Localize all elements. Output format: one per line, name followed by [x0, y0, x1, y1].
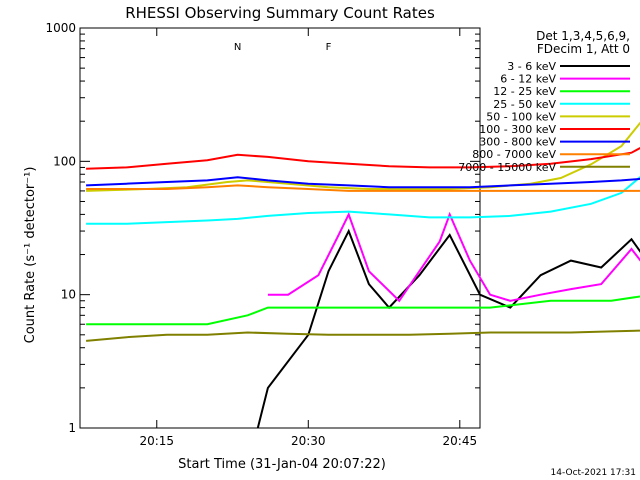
y-tick-label-0: 1 — [68, 421, 76, 435]
legend-header-decim: FDecim 1, Att 0 — [537, 42, 630, 56]
y-tick-label-1: 10 — [61, 288, 76, 302]
chart-title: RHESSI Observing Summary Count Rates — [125, 4, 435, 22]
legend-label-5: 100 - 300 keV — [479, 123, 556, 136]
plot-frame — [79, 27, 481, 429]
y-tick-label-2: 100 — [53, 154, 76, 168]
series-line-4 — [86, 121, 640, 192]
legend-label-6: 300 - 800 keV — [479, 136, 556, 149]
series-line-7 — [86, 184, 640, 192]
y-axis-label: Count Rate (s⁻¹ detector⁻¹) — [23, 167, 38, 344]
legend-header-detectors: Det 1,3,4,5,6,9, — [536, 29, 630, 43]
x-tick-label-1: 20:30 — [291, 434, 326, 448]
series-line-3 — [86, 175, 640, 225]
series-line-1 — [267, 211, 640, 303]
series-line-8 — [86, 329, 640, 342]
legend-label-0: 3 - 6 keV — [507, 60, 556, 73]
series-line-6 — [86, 176, 640, 189]
legend-label-8: 7000 - 15000 keV — [458, 161, 556, 174]
series-line-2 — [86, 295, 640, 326]
legend-label-4: 50 - 100 keV — [486, 110, 556, 123]
y-tick-label-3: 1000 — [45, 21, 76, 35]
marker-label-1: F — [326, 42, 332, 53]
marker-label-0: N — [234, 42, 241, 53]
x-tick-label-0: 20:15 — [139, 434, 174, 448]
x-tick-label-2: 20:45 — [443, 434, 478, 448]
legend-label-3: 25 - 50 keV — [493, 98, 556, 111]
series-line-0 — [256, 228, 640, 429]
series-line-5 — [86, 146, 640, 170]
timestamp: 14-Oct-2021 17:31 — [551, 468, 636, 478]
legend-label-1: 6 - 12 keV — [500, 73, 556, 86]
x-axis-label: Start Time (31-Jan-04 20:07:22) — [178, 457, 386, 472]
legend-label-7: 800 - 7000 keV — [472, 148, 556, 161]
legend-label-2: 12 - 25 keV — [493, 85, 556, 98]
